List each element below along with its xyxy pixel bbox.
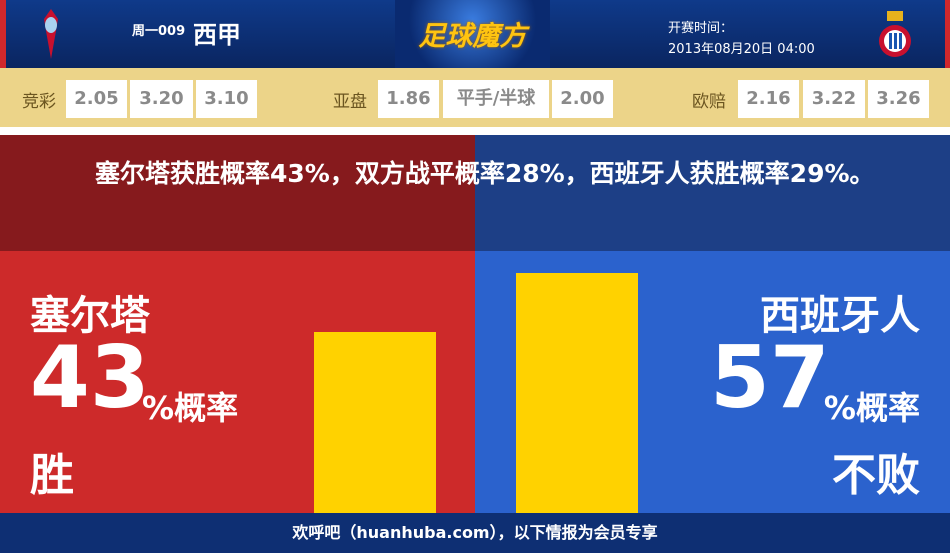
away-percent: 57 <box>710 328 830 428</box>
summary-home-bg <box>0 135 475 251</box>
yapan-odd: 1.86 <box>378 80 439 118</box>
league-name: 西甲 <box>193 21 241 49</box>
home-percent: 43 <box>30 328 150 428</box>
jingcai-odd: 2.05 <box>66 80 127 118</box>
home-probability-bar <box>314 331 436 513</box>
away-outcome: 不败 <box>832 450 920 501</box>
celta-crest-icon <box>44 9 58 59</box>
footer-banner: 欢呼吧（huanhuba.com），以下情报为会员专享 <box>0 513 950 553</box>
edge-stripe <box>0 0 6 68</box>
jingcai-odd: 3.10 <box>196 80 257 118</box>
match-header: 周一009 西甲 足球魔方 开赛时间： 2013年08月20日 04:00 <box>0 0 950 68</box>
probability-summary: 塞尔塔获胜概率43%，双方战平概率28%，西班牙人获胜概率29%。 <box>95 159 875 188</box>
edge-stripe <box>945 0 950 68</box>
espanyol-crest-icon <box>879 11 911 57</box>
home-team-name: 塞尔塔 <box>30 293 150 339</box>
start-time: 2013年08月20日 04:00 <box>668 42 815 57</box>
logo-background <box>395 0 550 68</box>
oupei-odd: 2.16 <box>738 80 799 118</box>
home-percent-unit: %概率 <box>142 389 239 427</box>
yapan-odd: 2.00 <box>552 80 613 118</box>
match-number: 周一009 <box>132 24 186 39</box>
start-time-label: 开赛时间： <box>668 21 734 36</box>
away-probability-bar <box>516 273 638 513</box>
away-team-name: 西班牙人 <box>760 293 920 339</box>
oupei-odd: 3.26 <box>868 80 929 118</box>
home-outcome: 胜 <box>30 450 74 501</box>
jingcai-odd: 3.20 <box>130 80 193 118</box>
summary-away-bg <box>475 135 950 251</box>
yapan-label: 亚盘 <box>333 92 367 112</box>
oupei-odd: 3.22 <box>803 80 865 118</box>
yapan-handicap: 平手/半球 <box>443 80 549 118</box>
away-percent-unit: %概率 <box>823 389 920 427</box>
jingcai-label: 竞彩 <box>22 92 56 112</box>
oupei-label: 欧赔 <box>692 92 726 112</box>
logo: 足球魔方 <box>418 21 527 52</box>
